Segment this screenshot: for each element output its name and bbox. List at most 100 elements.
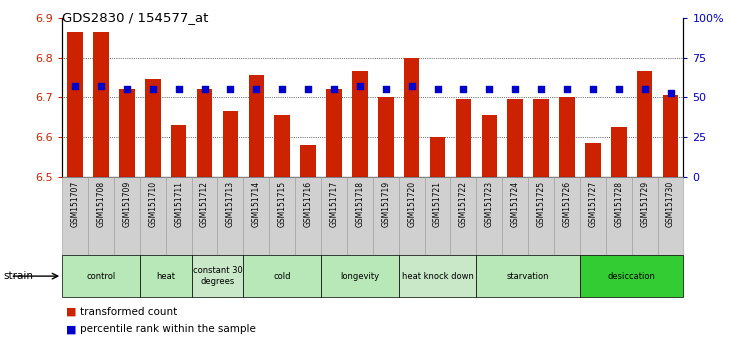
Point bbox=[302, 86, 314, 92]
Bar bbox=[611, 127, 626, 177]
Text: GSM151710: GSM151710 bbox=[148, 181, 157, 227]
Text: GSM151723: GSM151723 bbox=[485, 181, 494, 227]
Text: GSM151708: GSM151708 bbox=[96, 181, 105, 227]
Bar bbox=[482, 115, 497, 177]
Bar bbox=[373, 177, 398, 255]
Text: GDS2830 / 154577_at: GDS2830 / 154577_at bbox=[62, 11, 208, 24]
Bar bbox=[67, 32, 83, 177]
Text: GSM151711: GSM151711 bbox=[174, 181, 183, 227]
Point bbox=[173, 86, 184, 92]
Text: GSM151730: GSM151730 bbox=[666, 181, 675, 227]
Text: constant 30
degrees: constant 30 degrees bbox=[192, 267, 243, 286]
Point bbox=[483, 86, 495, 92]
Bar bbox=[192, 177, 218, 255]
Bar bbox=[554, 177, 580, 255]
Bar bbox=[140, 177, 166, 255]
Point bbox=[510, 86, 521, 92]
Text: percentile rank within the sample: percentile rank within the sample bbox=[80, 324, 257, 334]
Bar bbox=[585, 143, 601, 177]
Point bbox=[276, 86, 288, 92]
Text: heat knock down: heat knock down bbox=[401, 272, 474, 281]
Point bbox=[561, 86, 573, 92]
Point bbox=[664, 90, 676, 95]
Bar bbox=[663, 95, 678, 177]
Text: ■: ■ bbox=[66, 307, 76, 316]
Text: cold: cold bbox=[273, 272, 291, 281]
Bar bbox=[197, 90, 212, 177]
Text: ■: ■ bbox=[66, 324, 76, 334]
Bar bbox=[378, 97, 393, 177]
Bar bbox=[249, 75, 264, 177]
Point bbox=[587, 86, 599, 92]
Bar bbox=[455, 99, 471, 177]
Point bbox=[147, 86, 159, 92]
Bar bbox=[559, 97, 575, 177]
Bar bbox=[398, 177, 425, 255]
Bar bbox=[243, 177, 269, 255]
Bar bbox=[658, 177, 683, 255]
Point bbox=[95, 84, 107, 89]
Text: GSM151728: GSM151728 bbox=[614, 181, 624, 227]
Bar bbox=[477, 177, 502, 255]
Text: GSM151713: GSM151713 bbox=[226, 181, 235, 227]
Bar bbox=[145, 79, 161, 177]
Text: GSM151709: GSM151709 bbox=[122, 181, 132, 227]
Text: GSM151714: GSM151714 bbox=[251, 181, 261, 227]
Bar bbox=[404, 58, 420, 177]
Point bbox=[354, 84, 366, 89]
Bar bbox=[425, 177, 450, 255]
Point bbox=[613, 86, 624, 92]
Text: heat: heat bbox=[156, 272, 175, 281]
Bar bbox=[347, 177, 373, 255]
Bar bbox=[274, 115, 290, 177]
Text: GSM151729: GSM151729 bbox=[640, 181, 649, 227]
Bar bbox=[88, 177, 114, 255]
Bar bbox=[62, 177, 88, 255]
Bar bbox=[295, 177, 321, 255]
Point bbox=[199, 86, 211, 92]
Text: GSM151712: GSM151712 bbox=[200, 181, 209, 227]
Bar bbox=[450, 177, 477, 255]
Point bbox=[639, 86, 651, 92]
Bar bbox=[140, 255, 192, 297]
Bar bbox=[502, 177, 528, 255]
Bar bbox=[321, 255, 398, 297]
Bar bbox=[637, 72, 652, 177]
Bar bbox=[300, 145, 316, 177]
Bar bbox=[477, 255, 580, 297]
Text: desiccation: desiccation bbox=[607, 272, 656, 281]
Text: GSM151707: GSM151707 bbox=[71, 181, 80, 227]
Text: control: control bbox=[86, 272, 115, 281]
Text: GSM151717: GSM151717 bbox=[330, 181, 338, 227]
Bar bbox=[534, 99, 549, 177]
Text: GSM151720: GSM151720 bbox=[407, 181, 416, 227]
Point bbox=[432, 86, 444, 92]
Bar bbox=[166, 177, 192, 255]
Text: transformed count: transformed count bbox=[80, 307, 178, 316]
Point bbox=[328, 86, 340, 92]
Bar bbox=[269, 177, 295, 255]
Text: longevity: longevity bbox=[341, 272, 379, 281]
Bar bbox=[171, 125, 186, 177]
Point bbox=[121, 86, 133, 92]
Bar bbox=[326, 90, 342, 177]
Text: GSM151716: GSM151716 bbox=[303, 181, 313, 227]
Text: GSM151724: GSM151724 bbox=[511, 181, 520, 227]
Text: GSM151727: GSM151727 bbox=[588, 181, 597, 227]
Text: GSM151721: GSM151721 bbox=[433, 181, 442, 227]
Bar bbox=[528, 177, 554, 255]
Point bbox=[69, 84, 81, 89]
Text: GSM151715: GSM151715 bbox=[278, 181, 287, 227]
Bar bbox=[218, 177, 243, 255]
Point bbox=[224, 86, 236, 92]
Bar bbox=[114, 177, 140, 255]
Text: GSM151726: GSM151726 bbox=[562, 181, 572, 227]
Bar bbox=[580, 177, 606, 255]
Text: GSM151718: GSM151718 bbox=[355, 181, 364, 227]
Point bbox=[251, 86, 262, 92]
Bar bbox=[62, 255, 140, 297]
Bar bbox=[430, 137, 445, 177]
Bar bbox=[321, 177, 347, 255]
Bar bbox=[94, 32, 109, 177]
Bar bbox=[632, 177, 658, 255]
